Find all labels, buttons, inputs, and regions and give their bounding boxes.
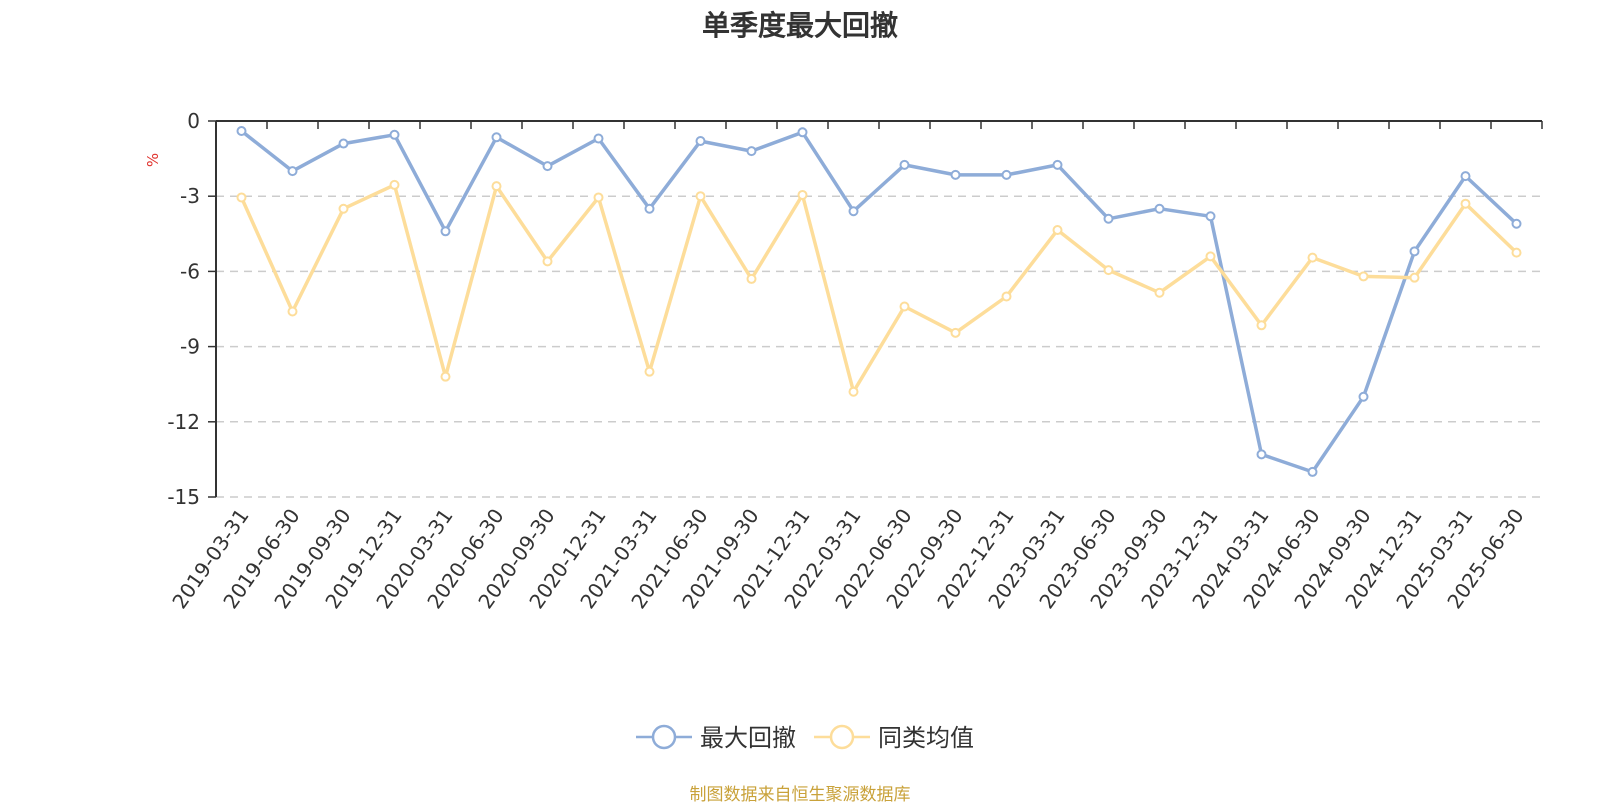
y-tick-label: 0 xyxy=(187,109,200,133)
data-point xyxy=(746,273,757,284)
data-point xyxy=(1052,159,1063,170)
data-point xyxy=(287,166,298,177)
data-point xyxy=(644,366,655,377)
data-point xyxy=(746,146,757,157)
data-point xyxy=(1307,466,1318,477)
data-point xyxy=(1358,391,1369,402)
data-point xyxy=(389,179,400,190)
y-axis-label: % xyxy=(144,153,162,167)
series-line xyxy=(240,129,1518,474)
axes: 0-3-6-9-12-15%2019-03-312019-06-302019-0… xyxy=(144,109,1543,613)
data-point xyxy=(338,138,349,149)
y-tick-label: -6 xyxy=(180,259,200,283)
data-point xyxy=(440,371,451,382)
legend-label: 最大回撤 xyxy=(700,724,796,752)
data-point xyxy=(950,327,961,338)
data-point xyxy=(1409,246,1420,257)
data-point xyxy=(1511,218,1522,229)
data-point xyxy=(797,127,808,138)
data-point xyxy=(491,181,502,192)
y-tick-label: -9 xyxy=(180,335,200,359)
data-point xyxy=(797,189,808,200)
series-line xyxy=(239,183,1518,394)
data-point xyxy=(848,206,859,217)
data-point xyxy=(1154,287,1165,298)
data-point xyxy=(1001,291,1012,302)
data-point xyxy=(593,133,604,144)
legend-swatch-marker xyxy=(651,724,677,750)
data-point xyxy=(1460,171,1471,182)
legend-label: 同类均值 xyxy=(878,724,974,752)
legend-swatch-marker xyxy=(829,724,855,750)
legend: 最大回撤 同类均值 xyxy=(636,724,974,752)
data-point xyxy=(644,203,655,214)
series-lines xyxy=(236,126,1522,477)
data-point xyxy=(1001,169,1012,180)
data-point xyxy=(287,306,298,317)
y-tick-label: -15 xyxy=(167,485,200,509)
data-point xyxy=(1103,265,1114,276)
data-point xyxy=(950,169,961,180)
data-point xyxy=(1103,213,1114,224)
data-point xyxy=(899,159,910,170)
data-point xyxy=(542,256,553,267)
data-point xyxy=(1511,247,1522,258)
data-point xyxy=(1409,272,1420,283)
data-point xyxy=(1205,211,1216,222)
data-point xyxy=(1205,251,1216,262)
data-point xyxy=(1052,225,1063,236)
data-point xyxy=(338,203,349,214)
chart-title: 单季度最大回撤 xyxy=(701,9,898,42)
data-point xyxy=(236,192,247,203)
data-point xyxy=(1460,198,1471,209)
data-point xyxy=(695,136,706,147)
data-point xyxy=(389,129,400,140)
y-tick-label: -3 xyxy=(180,184,200,208)
source-note: 制图数据来自恒生聚源数据库 xyxy=(689,785,911,805)
data-point xyxy=(899,301,910,312)
data-point xyxy=(440,226,451,237)
data-point xyxy=(848,386,859,397)
data-point xyxy=(491,132,502,143)
data-point xyxy=(593,192,604,203)
data-point xyxy=(1307,252,1318,263)
y-tick-label: -12 xyxy=(167,410,200,434)
data-point xyxy=(1256,449,1267,460)
data-point xyxy=(1256,320,1267,331)
data-point xyxy=(236,126,247,137)
data-point xyxy=(695,191,706,202)
data-point xyxy=(1154,203,1165,214)
data-point xyxy=(1358,271,1369,282)
data-point xyxy=(542,161,553,172)
